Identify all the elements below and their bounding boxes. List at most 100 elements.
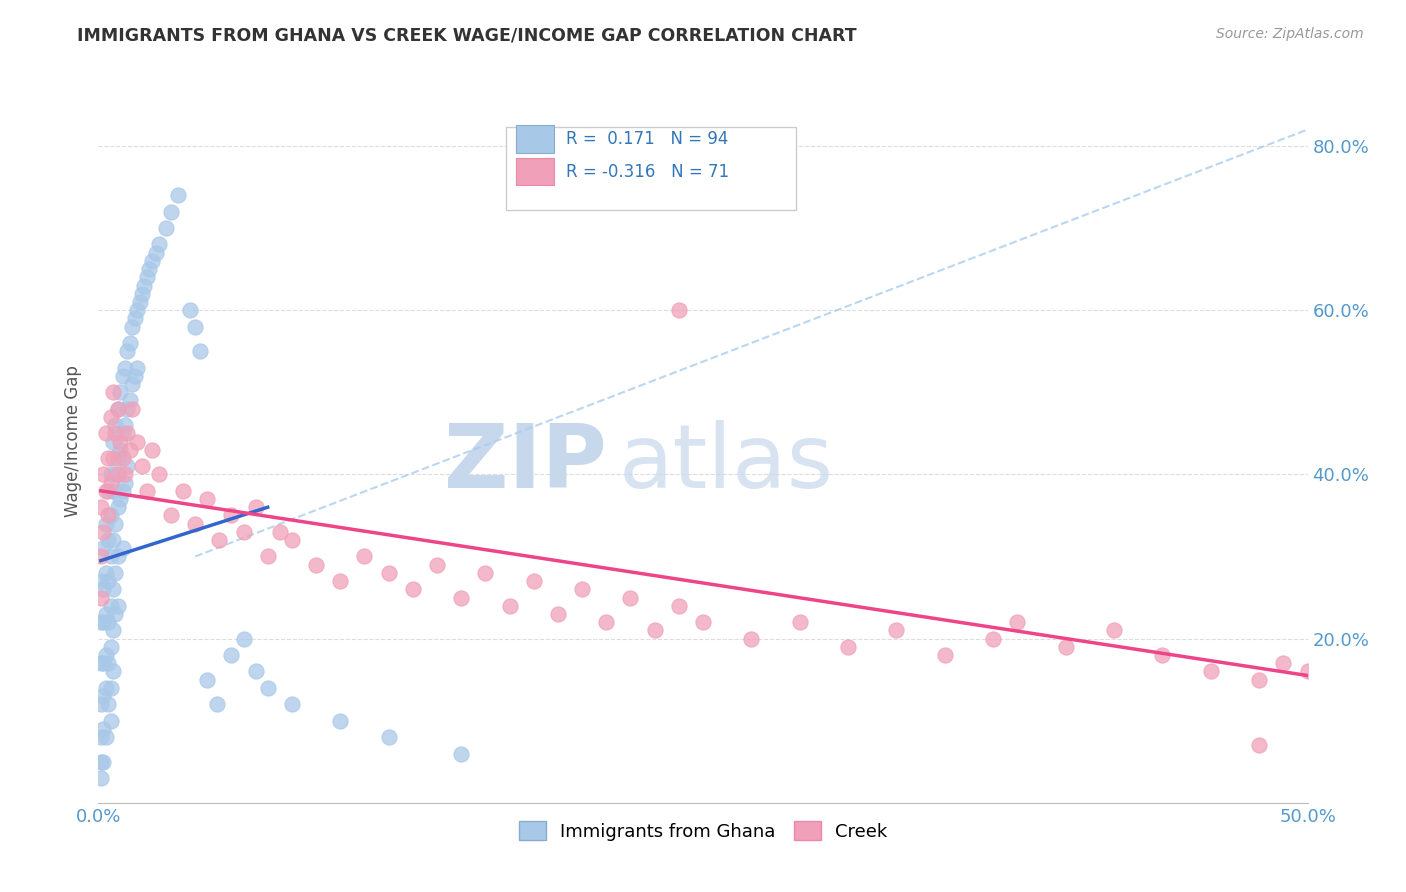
Point (1102, 624, 1125, 638)
Point (91, 467, 114, 482)
Point (90, 698, 112, 712)
Point (111, 426, 134, 441)
Point (329, 714, 352, 728)
Point (94, 730, 117, 744)
Point (107, 500, 129, 515)
Point (141, 442, 163, 457)
Point (108, 442, 131, 457)
Point (100, 508, 122, 523)
Point (90, 755, 112, 769)
FancyBboxPatch shape (516, 125, 554, 153)
Point (127, 360, 149, 375)
Point (450, 591, 472, 605)
Point (474, 566, 496, 580)
Point (138, 262, 160, 277)
Point (100, 714, 122, 728)
Point (108, 491, 131, 506)
Point (128, 295, 150, 310)
Text: ZIP: ZIP (443, 420, 606, 507)
Point (305, 558, 328, 572)
Point (668, 599, 690, 613)
Point (179, 303, 201, 318)
Point (97, 533, 120, 547)
Point (232, 632, 254, 646)
Point (121, 401, 143, 416)
Point (111, 450, 134, 465)
Point (1199, 665, 1222, 679)
Point (1296, 665, 1319, 679)
Point (101, 434, 124, 449)
Point (97, 657, 120, 671)
Point (402, 582, 425, 597)
Point (740, 632, 762, 646)
Point (117, 426, 139, 441)
Point (117, 401, 139, 416)
Point (269, 524, 291, 539)
Point (221, 508, 243, 523)
Point (117, 344, 139, 359)
Point (91, 615, 114, 630)
Point (97, 450, 120, 465)
Point (195, 491, 218, 506)
Point (104, 467, 127, 482)
Point (101, 385, 124, 400)
Point (100, 467, 122, 482)
Point (114, 467, 136, 482)
Point (135, 483, 157, 498)
Point (353, 549, 375, 564)
Point (172, 483, 194, 498)
Point (155, 221, 177, 235)
Point (498, 599, 520, 613)
Point (104, 566, 127, 580)
Point (160, 508, 183, 523)
Point (221, 648, 243, 662)
Point (94, 426, 117, 441)
Point (329, 574, 352, 588)
Point (117, 459, 139, 474)
Point (281, 533, 304, 547)
Y-axis label: Wage/Income Gap: Wage/Income Gap (65, 366, 83, 517)
Point (547, 607, 569, 621)
Point (837, 640, 859, 654)
Point (450, 747, 472, 761)
Point (90, 615, 112, 630)
Point (107, 401, 129, 416)
Point (107, 467, 129, 482)
Point (131, 459, 153, 474)
Point (934, 648, 956, 662)
Point (94, 483, 117, 498)
Point (1249, 739, 1271, 753)
Point (108, 434, 131, 449)
Point (91, 722, 114, 736)
Point (523, 574, 546, 588)
Point (90, 574, 112, 588)
Point (281, 698, 304, 712)
Point (981, 632, 1004, 646)
Point (208, 533, 231, 547)
Point (1007, 615, 1029, 630)
Text: IMMIGRANTS FROM GHANA VS CREEK WAGE/INCOME GAP CORRELATION CHART: IMMIGRANTS FROM GHANA VS CREEK WAGE/INCO… (77, 27, 856, 45)
Point (377, 566, 399, 580)
Text: R =  0.171   N = 94: R = 0.171 N = 94 (567, 130, 728, 148)
Point (141, 253, 163, 268)
Point (692, 615, 714, 630)
Point (101, 665, 124, 679)
Point (124, 368, 146, 383)
Point (184, 319, 207, 334)
Point (104, 426, 127, 441)
Point (97, 508, 120, 523)
Point (135, 270, 157, 285)
Point (426, 558, 449, 572)
Point (104, 418, 127, 433)
Point (886, 624, 908, 638)
Point (100, 681, 122, 695)
Point (97, 483, 120, 498)
Point (160, 204, 183, 219)
Point (100, 549, 122, 564)
Point (668, 303, 690, 318)
Point (195, 673, 218, 687)
Point (97, 574, 120, 588)
Point (167, 188, 190, 202)
Point (245, 500, 267, 515)
Point (114, 360, 136, 375)
